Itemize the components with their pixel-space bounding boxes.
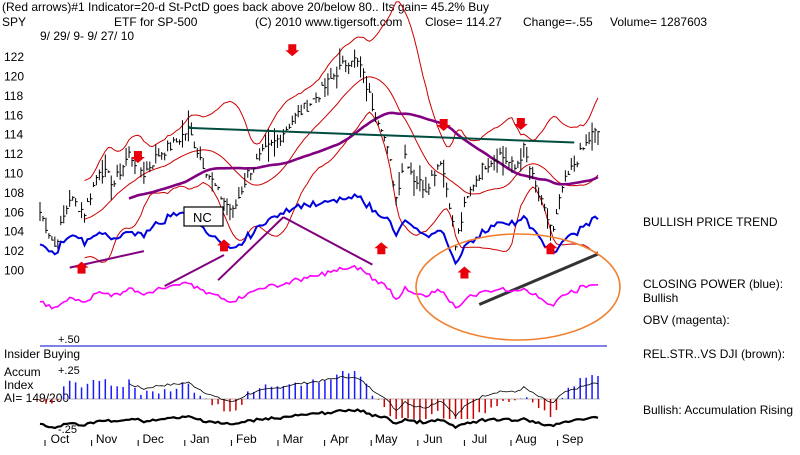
closing-power-status: Bullish — [643, 291, 678, 305]
y-tick-label: 120 — [4, 70, 24, 84]
price-y-axis: 100 102 104 106 108 110 112 114 116 118 120 122 — [4, 50, 24, 277]
x-tick-label: Dec — [143, 432, 164, 446]
ticker-symbol: SPY — [2, 15, 26, 29]
y-tick-label: 104 — [4, 225, 24, 239]
y-tick-label: 106 — [4, 205, 24, 219]
indicator-description: (Red arrows)#1 Indicator=20-d St-PctD go… — [2, 0, 489, 14]
insider-buying-label: Insider Buying — [4, 347, 80, 361]
x-tick-label: Jul — [472, 432, 487, 446]
security-description: ETF for SP-500 — [114, 15, 198, 29]
moving-averages — [128, 111, 599, 200]
x-tick-label: Aug — [515, 432, 536, 446]
close-price: Close= 114.27 — [425, 15, 502, 29]
minus25-label: -.25 — [58, 424, 77, 436]
x-tick-label: Mar — [283, 432, 304, 446]
x-tick-label: Sep — [562, 432, 584, 446]
y-tick-label: 114 — [4, 128, 23, 142]
right-annotations: BULLISH PRICE TREND CLOSING POWER (blue)… — [643, 215, 793, 417]
price-bars — [39, 48, 600, 251]
y-tick-label: 108 — [4, 186, 24, 200]
relstr-label: REL.STR..VS DJI (brown): — [643, 347, 785, 361]
y-tick-label: 102 — [4, 244, 24, 258]
bullish-trendline — [478, 252, 599, 306]
nc-label: NC — [193, 210, 212, 225]
y-tick-label: 122 — [4, 50, 24, 64]
signal-arrows — [74, 44, 558, 279]
closing-power-line — [39, 192, 599, 266]
copyright-text: (C) 2010 www.tigersoft.com — [255, 15, 402, 29]
closing-power-path — [39, 192, 599, 266]
signal-arrow — [436, 118, 451, 131]
bollinger-bands — [84, 1, 599, 263]
chart-header: (Red arrows)#1 Indicator=20-d St-PctD go… — [2, 0, 707, 43]
resistance-trendline — [188, 126, 575, 144]
signal-arrow — [513, 117, 528, 130]
cp-trendline-4 — [282, 216, 373, 266]
signal-arrow — [285, 44, 300, 57]
obv-label: OBV (magenta): — [643, 313, 730, 327]
obv-line — [39, 264, 599, 310]
x-tick-label: Feb — [236, 432, 257, 446]
y-tick-label: 110 — [4, 167, 23, 181]
x-tick-label: Apr — [330, 432, 349, 446]
upper-band — [84, 1, 599, 182]
x-axis: Oct Nov Dec Jan Feb Mar Apr May Jun Jul Aug Sep — [44, 432, 584, 446]
y-tick-label: 112 — [4, 147, 23, 161]
relstr-line — [39, 408, 599, 430]
y-tick-label: 116 — [4, 108, 23, 122]
price-change: Change=-.55 — [523, 15, 593, 29]
plus50-label: +.50 — [58, 334, 80, 346]
middle-band — [84, 76, 599, 220]
relstr-path — [39, 408, 599, 430]
x-tick-label: May — [375, 432, 398, 446]
accum-ma-line — [128, 375, 599, 418]
lower-band — [84, 111, 599, 263]
accum-bars — [39, 371, 599, 419]
signal-arrow — [217, 239, 232, 252]
bullish-trend-label: BULLISH PRICE TREND — [643, 215, 778, 229]
accum-rising-label: Bullish: Accumulation Rising — [643, 403, 793, 417]
ai-value-label: AI= 149/200 — [4, 391, 69, 405]
accum-label: Accum — [4, 365, 41, 379]
cp-trendline-3 — [217, 216, 285, 281]
x-tick-label: Nov — [96, 432, 117, 446]
ma50-line — [128, 111, 599, 200]
plus25-label: +.25 — [58, 365, 80, 377]
signal-arrow — [457, 266, 472, 279]
signal-arrow — [543, 242, 558, 255]
index-label: Index — [4, 378, 33, 392]
signal-arrow — [130, 150, 145, 163]
obv-path — [39, 264, 599, 310]
closing-power-label: CLOSING POWER (blue): — [643, 277, 783, 291]
volume-value: Volume= 1287603 — [610, 15, 707, 29]
signal-arrow — [374, 242, 389, 255]
trend-lines — [69, 126, 599, 306]
x-tick-label: Jan — [190, 432, 209, 446]
y-tick-label: 118 — [4, 89, 23, 103]
y-tick-label: 100 — [4, 264, 24, 278]
accumulation-panel: Insider Buying +.50 Accum Index AI= 149/… — [4, 334, 607, 446]
date-range: 9/ 29/ 9- 9/ 27/ 10 — [40, 29, 134, 43]
accum-ma-path — [128, 375, 599, 418]
x-tick-label: Jun — [423, 432, 442, 446]
cp-trendline-2 — [164, 254, 225, 287]
x-tick-label: Oct — [51, 432, 70, 446]
nc-annotation: NC — [183, 206, 224, 227]
highlight-circle — [415, 233, 621, 341]
signal-arrow — [74, 261, 89, 274]
